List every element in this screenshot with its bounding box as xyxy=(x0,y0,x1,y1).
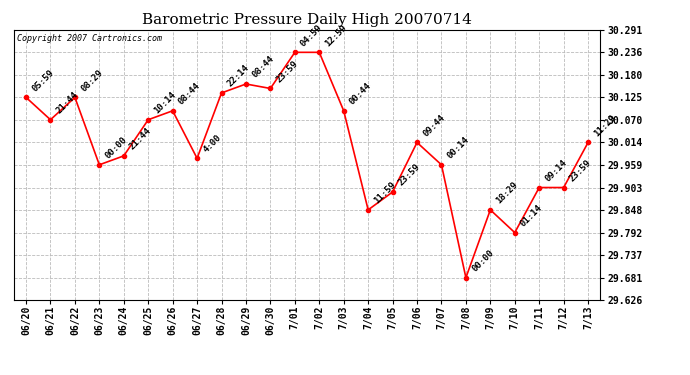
Text: 09:44: 09:44 xyxy=(421,113,446,138)
Text: 12:59: 12:59 xyxy=(324,23,349,48)
Text: 04:59: 04:59 xyxy=(299,23,324,48)
Text: 00:14: 00:14 xyxy=(446,135,471,160)
Text: 00:44: 00:44 xyxy=(348,81,373,106)
Title: Barometric Pressure Daily High 20070714: Barometric Pressure Daily High 20070714 xyxy=(142,13,472,27)
Text: 08:29: 08:29 xyxy=(79,68,104,93)
Text: 11:59: 11:59 xyxy=(373,180,397,206)
Text: 01:14: 01:14 xyxy=(519,203,544,228)
Text: 00:00: 00:00 xyxy=(104,135,129,160)
Text: Copyright 2007 Cartronics.com: Copyright 2007 Cartronics.com xyxy=(17,34,161,43)
Text: 08:44: 08:44 xyxy=(250,54,275,80)
Text: 00:00: 00:00 xyxy=(470,248,495,273)
Text: 09:14: 09:14 xyxy=(543,158,569,183)
Text: 08:44: 08:44 xyxy=(177,81,202,106)
Text: 05:59: 05:59 xyxy=(30,68,56,93)
Text: 23:59: 23:59 xyxy=(275,59,300,84)
Text: 11:29: 11:29 xyxy=(592,113,618,138)
Text: 21:44: 21:44 xyxy=(128,126,153,152)
Text: 21:44: 21:44 xyxy=(55,90,80,116)
Text: 10:14: 10:14 xyxy=(152,90,178,116)
Text: 22:14: 22:14 xyxy=(226,63,251,89)
Text: 23:59: 23:59 xyxy=(568,158,593,183)
Text: 18:29: 18:29 xyxy=(495,180,520,206)
Text: 23:59: 23:59 xyxy=(397,162,422,188)
Text: 4:00: 4:00 xyxy=(201,133,223,154)
